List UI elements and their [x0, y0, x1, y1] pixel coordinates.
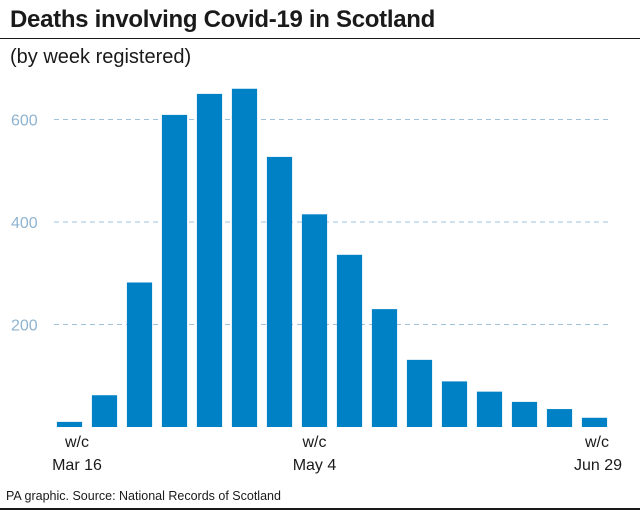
y-tick-label: 600 — [11, 113, 38, 130]
bars — [56, 88, 608, 428]
bar-may-18 — [371, 309, 398, 428]
bar-may-25 — [406, 359, 433, 427]
x-tick-label-date: Jun 29 — [574, 457, 622, 474]
title-divider — [0, 38, 640, 39]
y-tick-label: 400 — [11, 215, 38, 232]
bar-jun-15 — [511, 401, 538, 427]
bar-mar-23 — [91, 395, 118, 427]
bar-apr-20 — [231, 88, 258, 427]
x-axis-ticks: w/c Mar 16 w/c May 4 w/c Jun 29 — [52, 434, 622, 474]
bar-jun-29 — [581, 417, 608, 427]
bar-jun-8 — [476, 391, 503, 427]
y-axis-ticks: 200 400 600 — [11, 113, 38, 335]
x-tick-label-date: May 4 — [293, 457, 337, 474]
x-tick-label-prefix: w/c — [64, 434, 89, 451]
bar-may-11 — [336, 254, 363, 427]
bar-mar-16 — [56, 421, 83, 428]
bottom-divider — [0, 508, 640, 510]
y-tick-label: 200 — [11, 318, 38, 335]
x-tick-label-prefix: w/c — [302, 434, 327, 451]
chart-title: Deaths involving Covid-19 in Scotland — [10, 6, 435, 33]
bar-apr-27 — [266, 156, 293, 427]
x-tick-label-date: Mar 16 — [52, 457, 102, 474]
bar-mar-30 — [126, 282, 153, 427]
bar-apr-6 — [161, 114, 188, 427]
bar-jun-22 — [546, 409, 573, 427]
chart-subtitle: (by week registered) — [10, 46, 192, 68]
x-tick-label-prefix: w/c — [584, 434, 609, 451]
source-note: PA graphic. Source: National Records of … — [6, 489, 281, 503]
bar-apr-13 — [196, 93, 223, 427]
bar-jun-1 — [441, 381, 468, 427]
bar-may-4 — [301, 214, 328, 427]
